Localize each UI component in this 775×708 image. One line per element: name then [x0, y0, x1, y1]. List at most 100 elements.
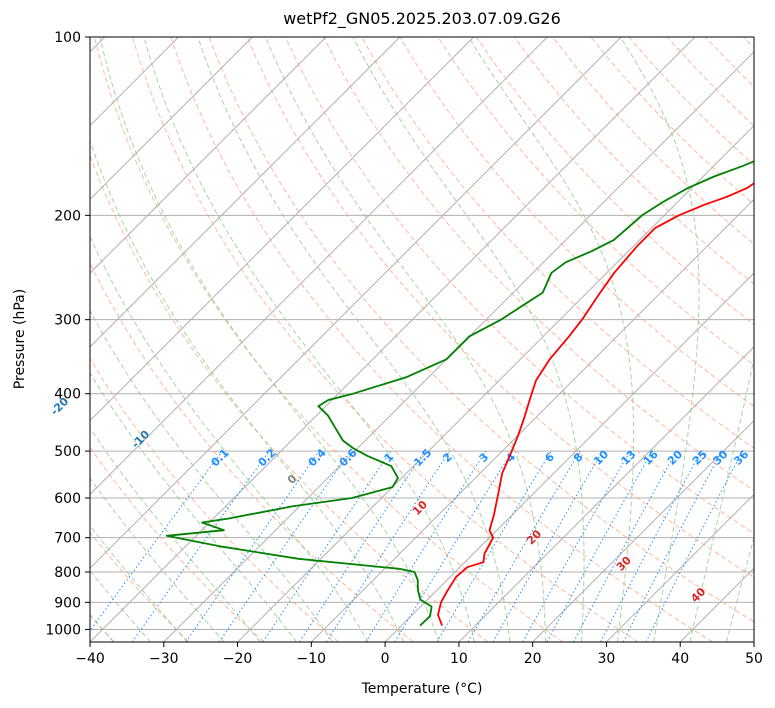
- dry-adiabat-line: [170, 37, 713, 642]
- isotherm-line: [532, 419, 754, 642]
- axes: −40 −30 −20 −10 0 10 20 30 40 5010020030040050060…: [45, 30, 763, 667]
- dry-adiabat-line: [705, 37, 754, 88]
- y-tick-label: 800: [54, 565, 81, 581]
- mixing-ratio-line: [573, 450, 677, 642]
- moist-adiabat-line: [90, 235, 369, 642]
- x-tick-label: −10: [297, 651, 327, 667]
- dry-adiabat-line: [90, 531, 190, 642]
- dry-adiabats: [90, 37, 754, 642]
- isotherm-line: [90, 37, 401, 348]
- mixing-ratio-line: [600, 450, 702, 642]
- moist-adiabat-label: 0: [285, 472, 300, 487]
- mixing-ratio-line: [546, 450, 653, 642]
- isotherm-line: [90, 37, 253, 201]
- isotherm-line: [90, 37, 327, 274]
- x-tick-label: 30: [598, 651, 616, 667]
- mixing-ratio-label: 2: [440, 450, 455, 465]
- moist-adiabat-line: [689, 356, 754, 642]
- isotherm-line: [753, 641, 754, 642]
- dry-adiabat-line: [90, 154, 489, 642]
- moist-adiabat-line: [99, 37, 440, 642]
- dry-adiabat-line: [552, 37, 754, 245]
- dry-adiabat-line: [590, 37, 754, 206]
- x-tick-label: 40: [671, 651, 689, 667]
- background-line-labels: -100-90-80-70-60-50-40-30-20-100.10.20.4…: [48, 395, 752, 605]
- profile-series: [165, 160, 754, 627]
- y-tick-label: 100: [54, 30, 81, 46]
- y-tick-label: 600: [54, 491, 81, 507]
- mixing-ratio-line: [185, 450, 320, 642]
- moist-adiabat-line: [90, 427, 261, 642]
- x-tick-label: 10: [450, 651, 468, 667]
- moist-adiabat-line: [197, 37, 511, 642]
- dry-adiabat-line: [475, 37, 754, 326]
- isotherm-line: [606, 493, 754, 642]
- mixing-ratio-label: 36: [731, 447, 751, 467]
- ice-adiabat-line: [0, 37, 6, 642]
- mixing-ratio-line: [394, 450, 513, 642]
- mixing-ratio-line: [131, 450, 270, 642]
- y-tick-label: 400: [54, 387, 81, 403]
- moist-adiabat-line: [763, 37, 775, 642]
- y-tick-label: 1000: [45, 622, 81, 638]
- chart-title: wetPf2_GN05.2025.203.07.09.G26: [283, 9, 561, 28]
- mixing-ratio-label: 16: [641, 447, 661, 467]
- mixing-ratio-label: 0.1: [209, 446, 232, 469]
- moist-adiabat-line: [143, 37, 475, 642]
- dry-adiabat-line: [743, 37, 754, 49]
- y-axis-label: Pressure (hPa): [12, 289, 28, 389]
- y-tick-label: 900: [54, 595, 81, 611]
- dry-adiabat-line: [284, 37, 754, 535]
- mixing-ratio-line: [522, 450, 631, 642]
- moist-adiabat-line: [90, 477, 225, 642]
- moist-adiabat-line: [352, 37, 585, 642]
- isotherm-line: [310, 198, 754, 642]
- moist-adiabat-line: [90, 139, 405, 642]
- dry-adiabat-line: [666, 37, 754, 127]
- dry-adiabat-line: [361, 37, 754, 449]
- mixing-ratio-line: [622, 450, 723, 642]
- isotherm-line: [90, 37, 622, 569]
- dry-adiabat-line: [208, 37, 754, 623]
- dewpoint-profile-line: [165, 160, 754, 627]
- mixing-ratio-label: 30: [710, 447, 730, 467]
- mixing-ratio-label: 1.5: [411, 446, 434, 469]
- plot-frame: [89, 36, 755, 643]
- moist-adiabat-line: [90, 524, 188, 642]
- y-tick-label: 700: [54, 531, 81, 547]
- moist-adiabat-line: [90, 309, 333, 642]
- moist-adiabat-label: 30: [614, 553, 634, 573]
- dry-adiabat-line: [437, 37, 754, 366]
- isotherm-line: [237, 124, 754, 642]
- dry-adiabat-label: -10: [129, 428, 152, 451]
- isotherm-line: [90, 37, 548, 496]
- y-tick-label: 200: [54, 208, 81, 224]
- y-tick-label: 500: [54, 444, 81, 460]
- mixing-ratio-line: [262, 450, 392, 642]
- x-tick-label: 50: [745, 651, 763, 667]
- mixing-ratio-line: [90, 450, 223, 632]
- temperature-profile-line: [437, 182, 754, 626]
- mixing-ratio-label: 8: [571, 450, 586, 465]
- x-axis-label: Temperature (°C): [361, 681, 483, 697]
- moist-adiabat-line: [265, 37, 547, 642]
- isobar-gridlines: [90, 37, 754, 630]
- x-tick-label: 20: [524, 651, 542, 667]
- mixing-ratio-line: [645, 450, 743, 642]
- dry-adiabat-line: [93, 37, 564, 642]
- mixing-ratio-label: 20: [665, 447, 685, 467]
- mixing-ratio-lines: [90, 450, 743, 642]
- dry-adiabat-line: [132, 37, 639, 642]
- dry-adiabat-line: [90, 357, 339, 642]
- x-tick-label: −20: [223, 651, 253, 667]
- x-tick-label: −30: [149, 651, 179, 667]
- dry-adiabat-line: [628, 37, 754, 166]
- isotherm-line: [384, 272, 754, 642]
- moist-adiabat-line: [468, 37, 635, 642]
- mixing-ratio-line: [325, 450, 450, 642]
- x-tick-label: −40: [75, 651, 105, 667]
- isotherm-line: [90, 37, 475, 422]
- x-tick-label: 0: [381, 651, 390, 667]
- moist-adiabat-line: [619, 37, 700, 642]
